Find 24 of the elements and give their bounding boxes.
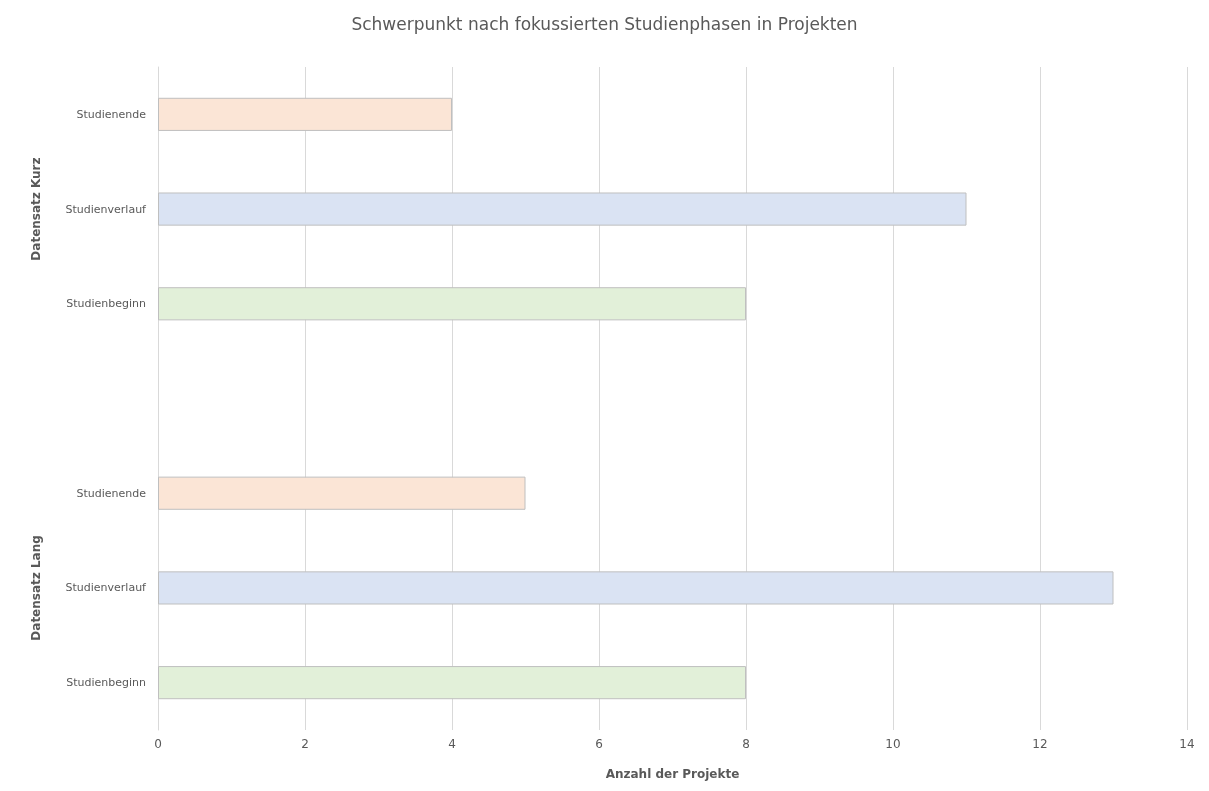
x-tick-label: 6 (595, 737, 603, 751)
bar (158, 97, 452, 131)
x-tick-label: 0 (154, 737, 162, 751)
y-tick-label: Studienende (76, 107, 147, 121)
x-axis-title: Anzahl der Projekte (605, 767, 740, 781)
y-tick-label: Studienverlauf (65, 202, 148, 216)
y-tick-label: Studienbeginn (66, 297, 147, 311)
x-tick-label: 14 (1179, 737, 1195, 751)
x-tick-label: 10 (885, 737, 901, 751)
y-tick-label: Studienende (76, 486, 147, 500)
bar (158, 192, 967, 226)
y-tick-label: Studienverlauf (65, 581, 148, 595)
bar (158, 666, 746, 700)
bar (158, 571, 1114, 605)
y-tick-label: Studienbeginn (66, 676, 147, 690)
text: Datensatz Kurz (29, 157, 43, 261)
x-tick-label: 2 (301, 737, 309, 751)
x-tick-label: 12 (1032, 737, 1048, 751)
text: Datensatz Lang (29, 535, 43, 641)
x-tick-label: 8 (742, 737, 750, 751)
bar (158, 287, 746, 321)
chart-title: Schwerpunkt nach fokussierten Studienphasen in Projekten (351, 13, 858, 34)
x-tick-label: 4 (448, 737, 456, 751)
bar (158, 476, 526, 510)
